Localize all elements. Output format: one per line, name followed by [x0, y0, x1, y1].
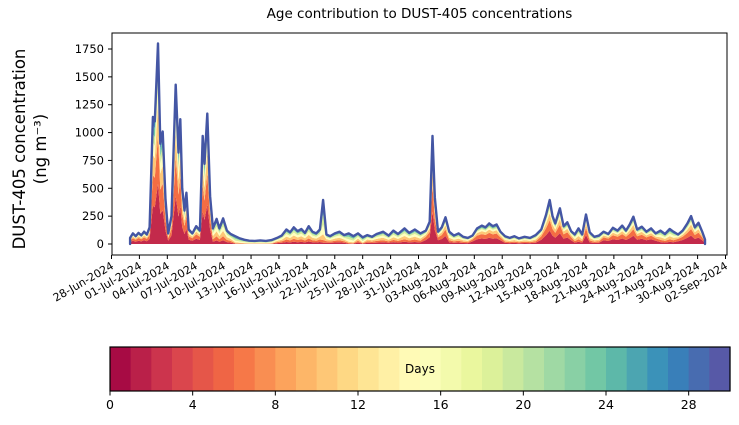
y-tick-label: 1750 [75, 42, 104, 56]
colorbar-segment [151, 347, 173, 391]
colorbar-title: Days [405, 362, 435, 376]
y-tick-label: 750 [82, 153, 104, 167]
colorbar-tick-label: 24 [598, 397, 614, 412]
y-tick-label: 0 [97, 237, 104, 251]
colorbar-segment [234, 347, 256, 391]
y-tick-label: 1500 [75, 70, 104, 84]
colorbar-tick-label: 12 [350, 397, 366, 412]
plot-spines [111, 32, 728, 256]
colorbar-border [109, 346, 731, 392]
y-tick-label: 500 [82, 181, 104, 195]
colorbar-segment [316, 347, 338, 391]
colorbar-segment [668, 347, 690, 391]
chart-title: Age contribution to DUST-405 concentrati… [266, 6, 573, 22]
colorbar-segment [213, 347, 235, 391]
colorbar-segment [544, 347, 566, 391]
colorbar-segment [647, 347, 669, 391]
colorbar-segment [482, 347, 504, 391]
colorbar-tick-label: 4 [189, 397, 197, 412]
colorbar-segment [378, 347, 400, 391]
colorbar-segment [523, 347, 545, 391]
y-tick-label: 1250 [75, 98, 104, 112]
colorbar-segment [502, 347, 524, 391]
colorbar-tick-label: 0 [106, 397, 114, 412]
colorbar-segment [585, 347, 607, 391]
age-band-area-17-21-days [130, 69, 706, 243]
colorbar-segment [358, 347, 380, 391]
colorbar-segment [172, 347, 194, 391]
colorbar-segment [110, 347, 132, 391]
colorbar-segment [709, 347, 731, 391]
y-tick-label: 250 [82, 209, 104, 223]
colorbar-segment [254, 347, 276, 391]
plot-area [128, 42, 707, 246]
colorbar-segment [192, 347, 214, 391]
colorbar-segment [688, 347, 710, 391]
colorbar-tick-label: 16 [433, 397, 449, 412]
age-band-area-4-8-days [130, 135, 706, 244]
total-envelope-line [128, 42, 707, 246]
colorbar-tick-label: 8 [271, 397, 279, 412]
colorbar-segment [461, 347, 483, 391]
age-band-area-0-4-days [130, 183, 706, 244]
age-band-area-21-26-days [130, 55, 706, 242]
colorbar-segment [420, 347, 442, 391]
colorbar-segment [440, 347, 462, 391]
colorbar-segment [130, 347, 152, 391]
colorbar-tick-label: 28 [681, 397, 697, 412]
colorbar-segment [606, 347, 628, 391]
colorbar-segment [564, 347, 586, 391]
colorbar-segment [626, 347, 648, 391]
y-tick-label: 1000 [75, 126, 104, 140]
colorbar-segment [296, 347, 318, 391]
colorbar-tick-label: 20 [515, 397, 531, 412]
colorbar-segment [337, 347, 359, 391]
age-band-area-26-30-days [130, 43, 706, 242]
colorbar-segment [275, 347, 297, 391]
colorbar-segment [399, 347, 421, 391]
colorbar: 0 4 8 12 16 20 24 28 Days [106, 346, 731, 412]
